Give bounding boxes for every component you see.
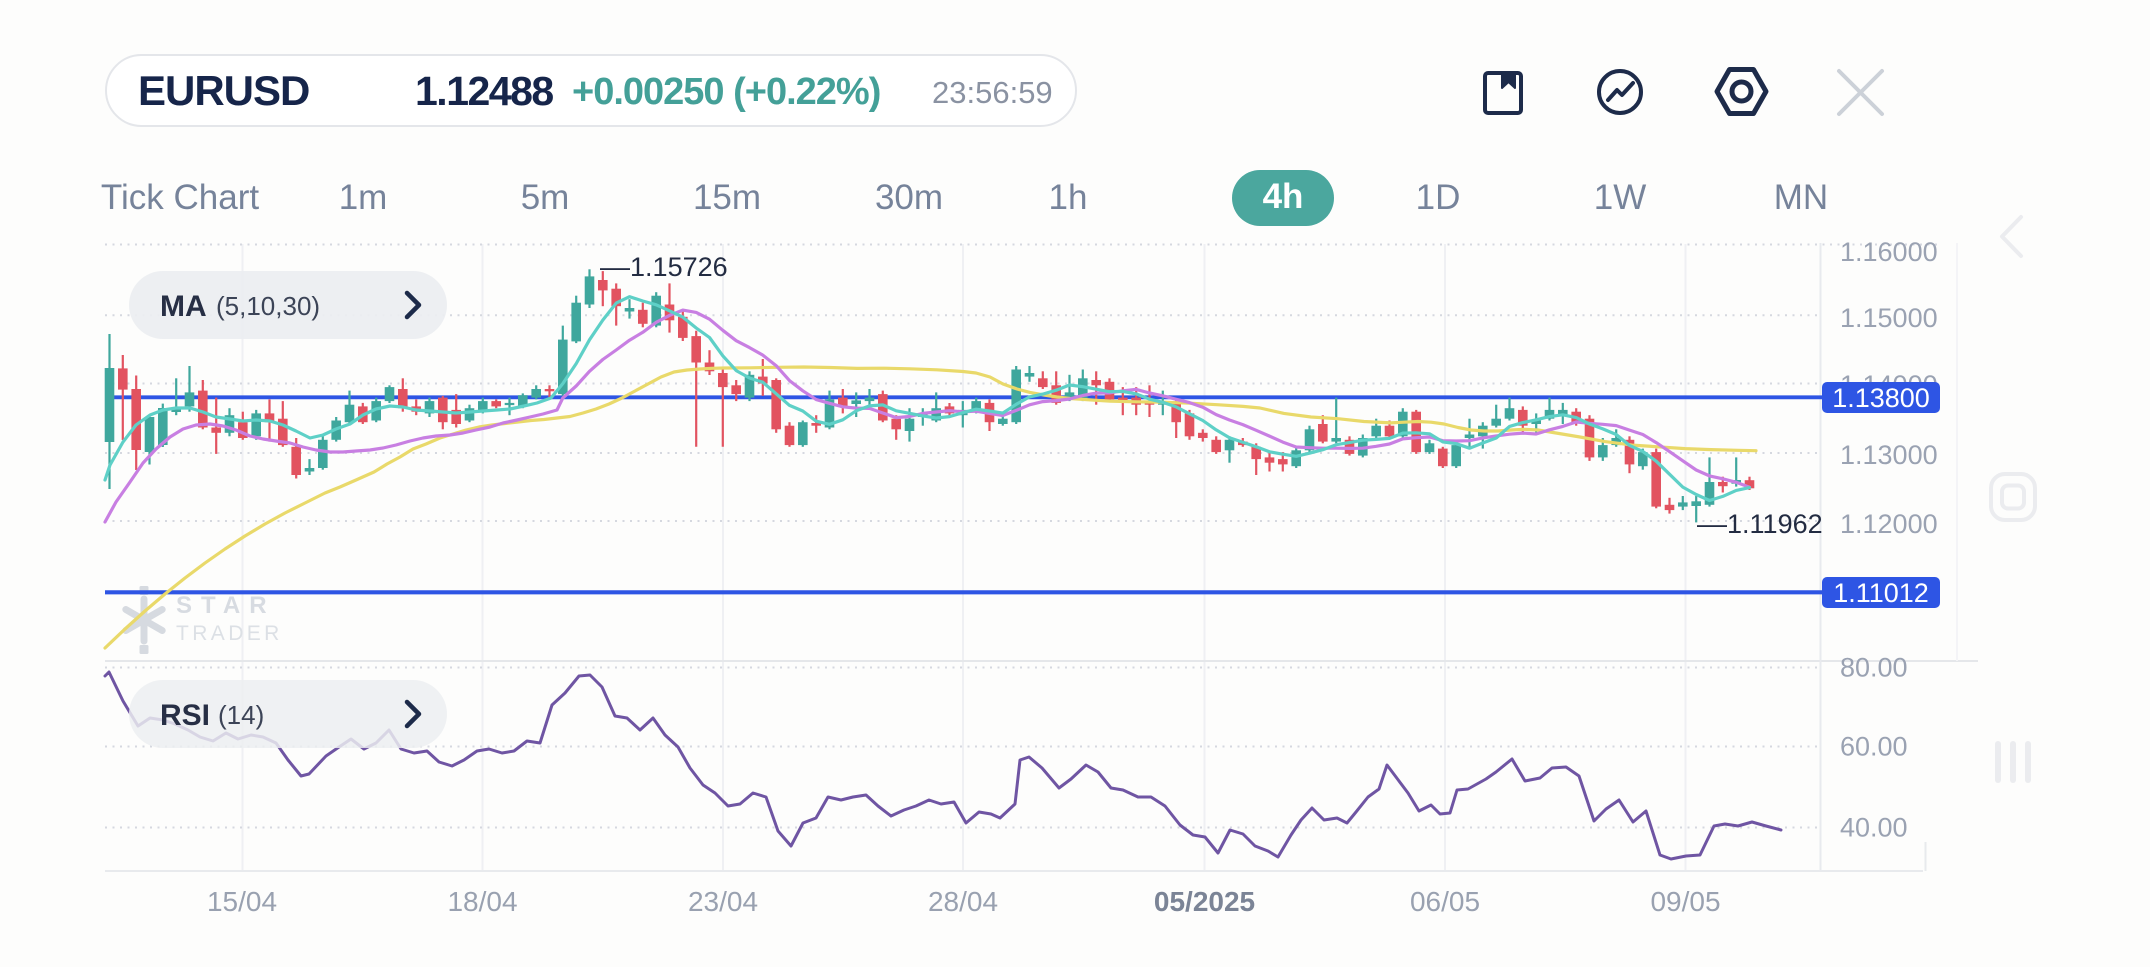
svg-text:60.00: 60.00 bbox=[1840, 732, 1908, 762]
svg-text:18/04: 18/04 bbox=[447, 886, 517, 917]
svg-text:(5,10,30): (5,10,30) bbox=[216, 291, 320, 321]
svg-text:1.13800: 1.13800 bbox=[1832, 383, 1930, 413]
svg-text:STAR: STAR bbox=[176, 592, 276, 619]
svg-text:1.12000: 1.12000 bbox=[1840, 509, 1938, 539]
svg-text:06/05: 06/05 bbox=[1410, 886, 1480, 917]
svg-text:RSI: RSI bbox=[160, 699, 210, 732]
svg-text:1.16000: 1.16000 bbox=[1840, 237, 1938, 267]
svg-text:23/04: 23/04 bbox=[688, 886, 758, 917]
svg-text:TRADER: TRADER bbox=[176, 622, 283, 645]
svg-text:––1.11962: ––1.11962 bbox=[1697, 509, 1823, 539]
svg-text:1.15000: 1.15000 bbox=[1840, 303, 1938, 333]
svg-text:MA: MA bbox=[160, 290, 207, 323]
svg-text:28/04: 28/04 bbox=[928, 886, 998, 917]
svg-text:1.13000: 1.13000 bbox=[1840, 440, 1938, 470]
svg-text:––1.15726: ––1.15726 bbox=[600, 252, 728, 282]
svg-text:40.00: 40.00 bbox=[1840, 813, 1908, 843]
svg-text:05/2025: 05/2025 bbox=[1154, 886, 1255, 917]
svg-text:80.00: 80.00 bbox=[1840, 653, 1908, 683]
svg-text:(14): (14) bbox=[218, 700, 264, 730]
svg-text:1.11012: 1.11012 bbox=[1833, 578, 1929, 608]
svg-text:15/04: 15/04 bbox=[207, 886, 277, 917]
svg-text:09/05: 09/05 bbox=[1650, 886, 1720, 917]
